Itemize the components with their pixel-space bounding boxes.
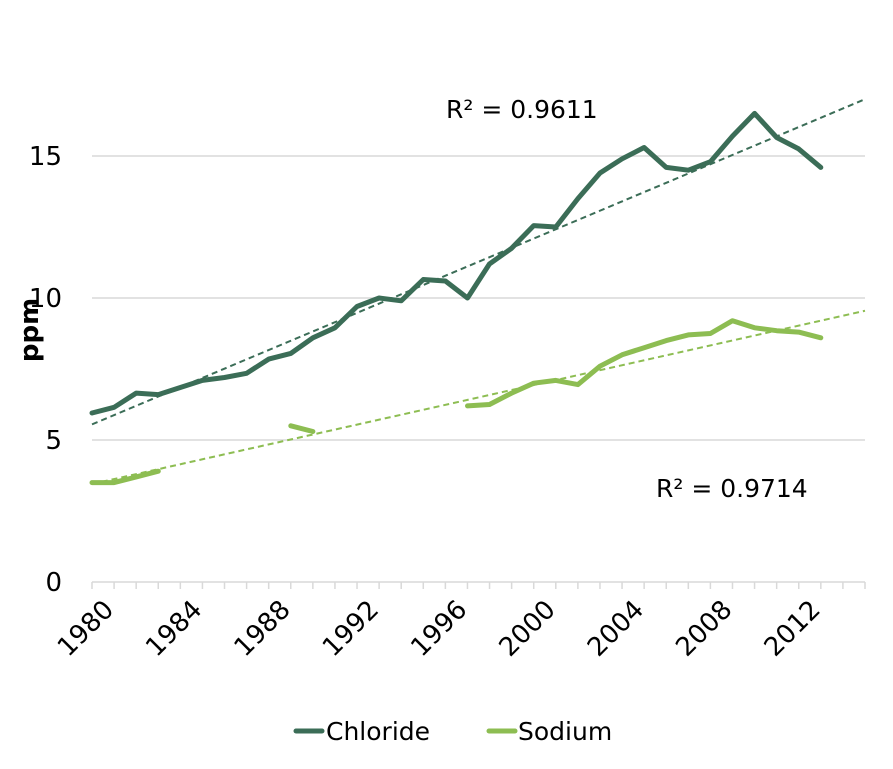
x-tick-label-1980: 1980: [52, 595, 120, 663]
x-tick-label-2012: 2012: [759, 595, 827, 663]
series-line-sodium-2: [465, 318, 824, 409]
x-tick-label-1992: 1992: [317, 595, 385, 663]
series-line-chloride-0: [89, 110, 824, 416]
x-tick-label-2000: 2000: [494, 595, 562, 663]
x-tick-label-2004: 2004: [582, 595, 650, 663]
trendline-chloride: [91, 98, 866, 426]
y-axis-title: ppm: [15, 298, 45, 362]
legend-label-chloride: Chloride: [326, 717, 430, 746]
x-tick-label-1988: 1988: [229, 595, 297, 663]
r2-chloride-label: R² = 0.9611: [446, 95, 598, 124]
y-tick-label-5: 5: [45, 426, 62, 456]
r2-sodium-label: R² = 0.9714: [656, 474, 808, 503]
x-tick-label-2008: 2008: [670, 595, 738, 663]
y-tick-label-0: 0: [45, 568, 62, 598]
y-tick-label-15: 15: [29, 142, 62, 172]
series-line-sodium-0: [89, 468, 161, 486]
x-tick-label-1984: 1984: [140, 595, 208, 663]
series-line-sodium-1: [288, 423, 316, 434]
y-tick-label-10: 10: [29, 284, 62, 314]
legend: Chloride Sodium: [293, 717, 612, 746]
trend-layer: [91, 98, 866, 485]
grid-layer: [92, 155, 865, 441]
x-tick-label-1996: 1996: [405, 595, 473, 663]
series-layer: [89, 110, 824, 486]
axis-layer: 0 5 10 15 1980 1984 1988 1992 1996 2000 2004 2008 20…: [29, 142, 866, 663]
legend-label-sodium: Sodium: [518, 717, 612, 746]
trendline-sodium: [91, 309, 866, 485]
